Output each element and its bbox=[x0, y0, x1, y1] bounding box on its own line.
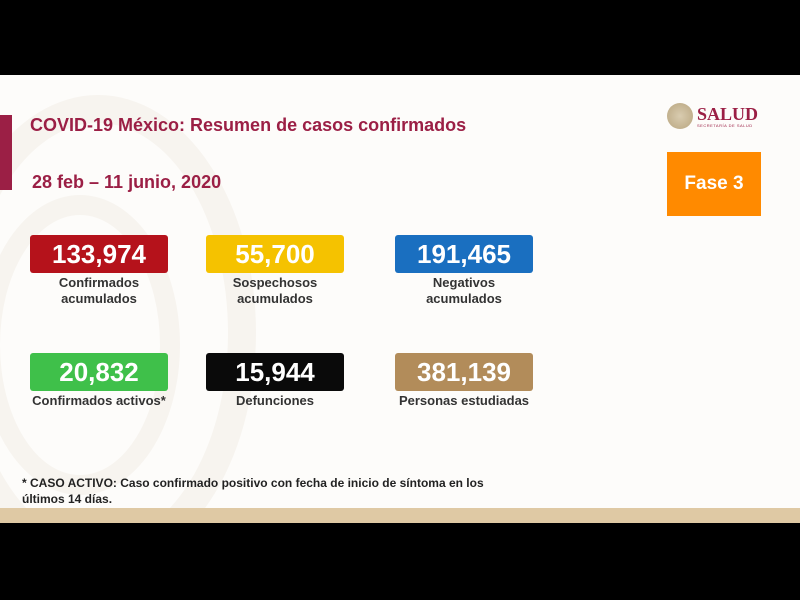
card-activos: 20,832 Confirmados activos* bbox=[30, 353, 168, 409]
card-value: 191,465 bbox=[395, 235, 533, 273]
salud-logo: SALUD SECRETARÍA DE SALUD bbox=[667, 103, 758, 129]
card-defunciones: 15,944 Defunciones bbox=[206, 353, 344, 409]
card-value: 20,832 bbox=[30, 353, 168, 391]
card-label: Personas estudiadas bbox=[398, 393, 530, 408]
card-estudiadas: 381,139 Personas estudiadas bbox=[395, 353, 533, 409]
card-label: Sospechosos acumulados bbox=[232, 275, 318, 306]
footnote: * CASO ACTIVO: Caso confirmado positivo … bbox=[22, 476, 484, 506]
card-value: 133,974 bbox=[30, 235, 168, 273]
logo-text: SALUD bbox=[697, 103, 759, 124]
footer-band bbox=[0, 508, 800, 523]
card-confirmados: 133,974 Confirmados acumulados bbox=[30, 235, 168, 307]
card-value: 15,944 bbox=[206, 353, 344, 391]
logo-subtext: SECRETARÍA DE SALUD bbox=[697, 122, 753, 128]
card-label: Confirmados activos* bbox=[32, 393, 166, 408]
slide: COVID-19 México: Resumen de casos confir… bbox=[0, 75, 800, 523]
card-sospechosos: 55,700 Sospechosos acumulados bbox=[206, 235, 344, 307]
card-label: Confirmados acumulados bbox=[58, 275, 140, 306]
date-range: 28 feb – 11 junio, 2020 bbox=[32, 172, 222, 192]
card-label: Negativos acumulados bbox=[426, 275, 502, 306]
page-title: COVID-19 México: Resumen de casos confir… bbox=[30, 115, 467, 135]
seal-icon bbox=[667, 103, 693, 129]
card-label: Defunciones bbox=[235, 393, 314, 408]
phase-badge: Fase 3 bbox=[667, 152, 761, 216]
card-value: 55,700 bbox=[206, 235, 344, 273]
card-value: 381,139 bbox=[395, 353, 533, 391]
card-negativos: 191,465 Negativos acumulados bbox=[395, 235, 533, 307]
accent-bar bbox=[0, 115, 12, 190]
